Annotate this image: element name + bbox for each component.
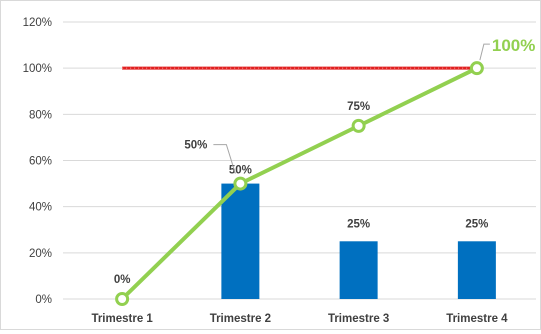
line-data-label: 0% [114,274,131,286]
bar [221,183,260,299]
data-label-leader [213,144,236,174]
line-data-label: 75% [347,101,370,113]
progress-marker [233,176,248,191]
y-tick-label: 120% [23,17,52,29]
y-tick-label: 60% [29,156,52,168]
x-tick-label: Trimestre 2 [210,313,271,325]
progress-marker [115,292,130,306]
progress-line [120,66,478,301]
bar-data-label: 50% [229,165,252,177]
y-tick-label: 0% [35,294,52,306]
bar [339,241,378,299]
x-tick-label: Trimestre 3 [328,313,389,325]
x-tick-label: Trimestre 1 [91,313,153,325]
progress-marker [469,61,484,76]
x-tick-label: Trimestre 4 [446,313,508,325]
bar-data-label: 25% [347,218,370,230]
chart-svg: 0% 20% 40% 60% 80% 100% 120% Trimestre 1 Trimest… [23,17,536,325]
y-tick-label: 80% [29,109,52,121]
y-tick-label: 40% [29,202,52,214]
line-data-label: 50% [184,140,207,152]
y-tick-label: 100% [23,63,52,75]
bar-data-label: 25% [465,218,488,230]
data-label-leader [479,43,490,61]
line-data-label: 100% [492,36,535,55]
progress-marker [351,118,366,133]
y-tick-label: 20% [29,248,52,260]
bar [457,241,496,299]
